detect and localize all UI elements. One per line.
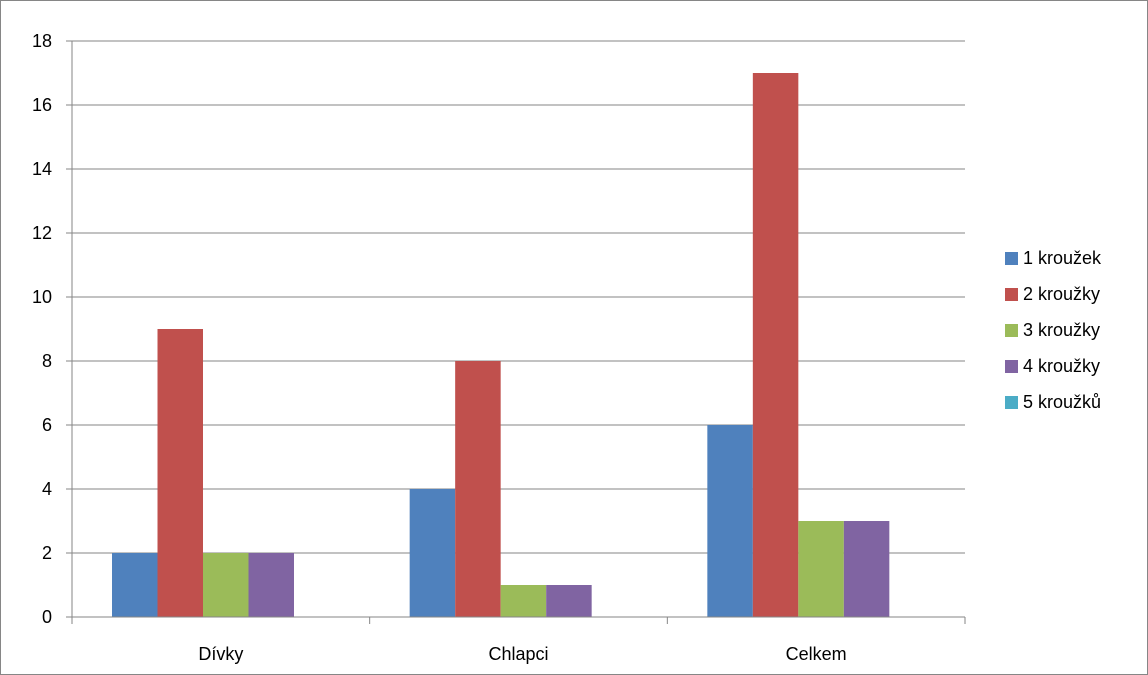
legend-label: 3 kroužky bbox=[1023, 319, 1101, 340]
bars bbox=[112, 73, 890, 617]
legend-label: 2 kroužky bbox=[1023, 283, 1101, 304]
legend-swatch bbox=[1005, 395, 1018, 409]
y-tick-labels: 0 2 4 6 8 10 12 14 16 18 bbox=[32, 31, 52, 627]
y-tick-label: 18 bbox=[32, 31, 52, 51]
x-tick-label: Chlapci bbox=[488, 644, 548, 664]
y-tick-label: 4 bbox=[42, 479, 52, 499]
bar bbox=[546, 585, 592, 617]
y-tick-label: 16 bbox=[32, 95, 52, 115]
legend-item: 3 kroužky bbox=[1005, 312, 1101, 348]
legend-label: 4 kroužky bbox=[1023, 355, 1101, 376]
y-tick-label: 8 bbox=[42, 351, 52, 371]
bar bbox=[455, 361, 501, 617]
legend-item: 5 kroužků bbox=[1005, 384, 1101, 420]
bar bbox=[248, 553, 294, 617]
bar bbox=[843, 521, 890, 617]
legend-item: 4 kroužky bbox=[1005, 348, 1101, 384]
legend-item: 2 kroužky bbox=[1005, 276, 1101, 312]
legend-label: 1 kroužek bbox=[1023, 247, 1102, 268]
x-tick-label: Dívky bbox=[198, 644, 243, 664]
x-tick-label: Celkem bbox=[786, 644, 847, 664]
bar bbox=[112, 553, 158, 617]
bar bbox=[409, 489, 456, 617]
axes bbox=[66, 40, 966, 624]
legend-swatch bbox=[1005, 287, 1018, 301]
bar bbox=[798, 521, 844, 617]
y-tick-label: 14 bbox=[32, 159, 52, 179]
legend-label: 5 kroužků bbox=[1023, 391, 1102, 412]
y-tick-label: 6 bbox=[42, 415, 52, 435]
legend: 1 kroužek 2 kroužky 3 kroužky 4 kroužky 5 kr… bbox=[1005, 240, 1101, 420]
y-tick-label: 2 bbox=[42, 543, 52, 563]
legend-item: 1 kroužek bbox=[1005, 240, 1101, 276]
legend-swatch bbox=[1005, 359, 1018, 373]
y-tick-label: 10 bbox=[32, 287, 52, 307]
legend-swatch bbox=[1005, 323, 1018, 337]
bar bbox=[157, 329, 203, 617]
bar bbox=[500, 585, 547, 617]
bar bbox=[752, 73, 799, 617]
bar bbox=[203, 553, 249, 617]
x-tick-labels: Dívky Chlapci Celkem bbox=[198, 644, 846, 664]
legend-swatch bbox=[1005, 251, 1018, 265]
bar bbox=[707, 425, 753, 617]
y-tick-label: 0 bbox=[42, 607, 52, 627]
y-tick-label: 12 bbox=[32, 223, 52, 243]
gridlines bbox=[72, 40, 965, 554]
